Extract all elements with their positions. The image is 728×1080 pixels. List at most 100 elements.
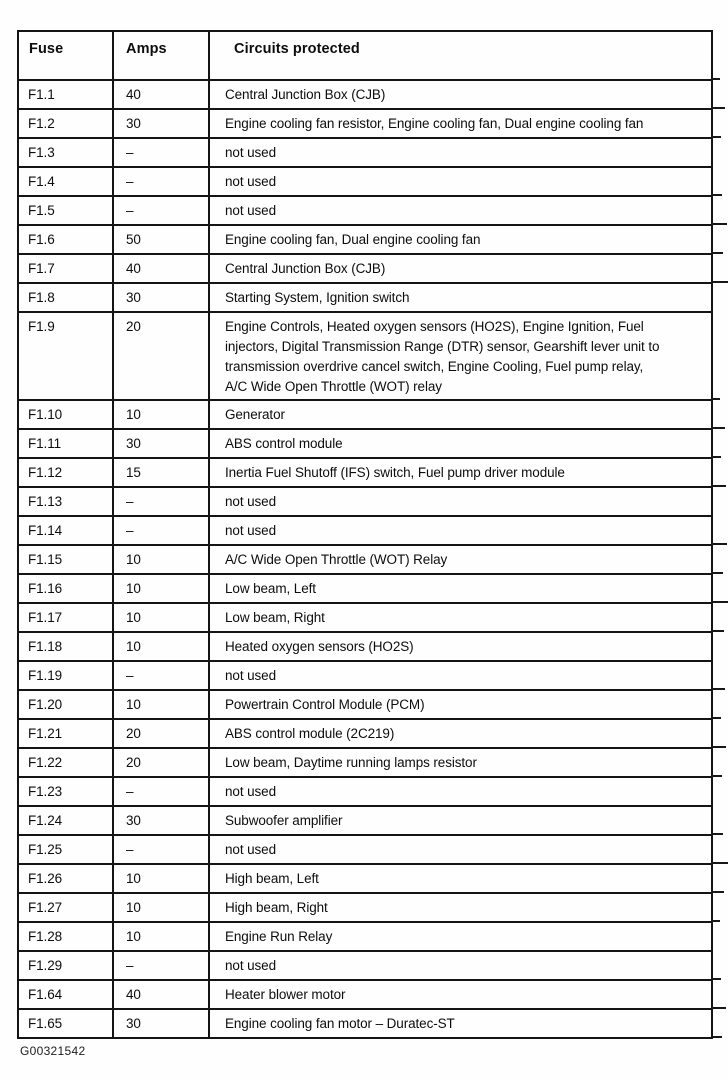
amps-cell: 40 [112, 79, 210, 110]
table-row: F1.20 10 Powertrain Control Module (PCM) [17, 689, 713, 720]
circuit-cell: Low beam, Right [208, 602, 713, 633]
amps-cell: – [112, 776, 210, 807]
table-row: F1.6 50 Engine cooling fan, Dual engine … [17, 224, 713, 255]
circuit-cell: not used [208, 834, 713, 865]
table-row: F1.28 10 Engine Run Relay [17, 921, 713, 952]
amps-cell: 10 [112, 689, 210, 720]
fuse-id-cell: F1.9 [17, 311, 114, 401]
amps-cell: 30 [112, 428, 210, 459]
amps-cell: 10 [112, 399, 210, 430]
table-row: F1.19 – not used [17, 660, 713, 691]
circuit-cell: not used [208, 166, 713, 197]
table-row: F1.16 10 Low beam, Left [17, 573, 713, 604]
header-amps: Amps [112, 30, 210, 81]
circuit-cell: Generator [208, 399, 713, 430]
fuse-id-cell: F1.12 [17, 457, 114, 488]
fuse-id-cell: F1.23 [17, 776, 114, 807]
fuse-id-cell: F1.25 [17, 834, 114, 865]
circuit-cell: ABS control module (2C219) [208, 718, 713, 749]
circuit-cell: Central Junction Box (CJB) [208, 79, 713, 110]
amps-cell: 30 [112, 282, 210, 313]
scan-artifact [711, 746, 726, 748]
header-row: Fuse Amps Circuits protected [17, 30, 713, 81]
scan-artifact [711, 1007, 726, 1009]
amps-cell: 20 [112, 311, 210, 401]
header-circuits-protected: Circuits protected [208, 30, 713, 81]
figure-id: G00321542 [20, 1044, 86, 1058]
table-row: F1.65 30 Engine cooling fan motor – Dura… [17, 1008, 713, 1039]
header-fuse: Fuse [17, 30, 114, 81]
amps-cell: 30 [112, 1008, 210, 1039]
amps-cell: 10 [112, 892, 210, 923]
fuse-id-cell: F1.26 [17, 863, 114, 894]
table-row: F1.26 10 High beam, Left [17, 863, 713, 894]
circuit-cell: Engine Controls, Heated oxygen sensors (… [208, 311, 713, 401]
table-row: F1.23 – not used [17, 776, 713, 807]
amps-cell: 10 [112, 921, 210, 952]
scan-artifact [711, 862, 728, 864]
fuse-id-cell: F1.21 [17, 718, 114, 749]
circuit-cell: not used [208, 950, 713, 981]
fuse-id-cell: F1.10 [17, 399, 114, 430]
scan-artifact [711, 688, 725, 690]
amps-cell: – [112, 195, 210, 226]
scan-artifact [711, 281, 728, 283]
table-row: F1.4 – not used [17, 166, 713, 197]
table-row: F1.5 – not used [17, 195, 713, 226]
circuit-cell: Powertrain Control Module (PCM) [208, 689, 713, 720]
amps-cell: 40 [112, 253, 210, 284]
circuit-cell: Engine cooling fan, Dual engine cooling … [208, 224, 713, 255]
fuse-id-cell: F1.4 [17, 166, 114, 197]
table-row: F1.29 – not used [17, 950, 713, 981]
amps-cell: – [112, 137, 210, 168]
fuse-id-cell: F1.11 [17, 428, 114, 459]
circuit-cell: ABS control module [208, 428, 713, 459]
circuit-cell: Low beam, Left [208, 573, 713, 604]
fuse-table-header: Fuse Amps Circuits protected [17, 30, 713, 81]
table-row: F1.1 40 Central Junction Box (CJB) [17, 79, 713, 110]
fuse-id-cell: F1.29 [17, 950, 114, 981]
amps-cell: – [112, 834, 210, 865]
amps-cell: 10 [112, 863, 210, 894]
circuit-cell: High beam, Right [208, 892, 713, 923]
table-row: F1.24 30 Subwoofer amplifier [17, 805, 713, 836]
table-row: F1.9 20 Engine Controls, Heated oxygen s… [17, 311, 713, 401]
table-row: F1.17 10 Low beam, Right [17, 602, 713, 633]
fuse-table-body: F1.1 40 Central Junction Box (CJB) F1.2 … [17, 79, 713, 1039]
circuit-cell: Starting System, Ignition switch [208, 282, 713, 313]
circuit-cell: Heater blower motor [208, 979, 713, 1010]
table-row: F1.11 30 ABS control module [17, 428, 713, 459]
amps-cell: – [112, 660, 210, 691]
table-row: F1.21 20 ABS control module (2C219) [17, 718, 713, 749]
fuse-table: Fuse Amps Circuits protected F1.1 40 Cen… [17, 30, 713, 1039]
circuit-cell: Subwoofer amplifier [208, 805, 713, 836]
amps-cell: 20 [112, 718, 210, 749]
table-row: F1.15 10 A/C Wide Open Throttle (WOT) Re… [17, 544, 713, 575]
fuse-id-cell: F1.8 [17, 282, 114, 313]
circuit-cell: Engine cooling fan motor – Duratec-ST [208, 1008, 713, 1039]
amps-cell: 40 [112, 979, 210, 1010]
scan-artifact [711, 223, 727, 225]
table-row: F1.25 – not used [17, 834, 713, 865]
table-row: F1.10 10 Generator [17, 399, 713, 430]
table-row: F1.12 15 Inertia Fuel Shutoff (IFS) swit… [17, 457, 713, 488]
circuit-cell: Engine cooling fan resistor, Engine cool… [208, 108, 713, 139]
circuit-cell: A/C Wide Open Throttle (WOT) Relay [208, 544, 713, 575]
circuit-cell: Heated oxygen sensors (HO2S) [208, 631, 713, 662]
fuse-id-cell: F1.64 [17, 979, 114, 1010]
amps-cell: – [112, 166, 210, 197]
fuse-id-cell: F1.27 [17, 892, 114, 923]
circuit-cell: not used [208, 776, 713, 807]
fuse-id-cell: F1.17 [17, 602, 114, 633]
amps-cell: 10 [112, 602, 210, 633]
fuse-id-cell: F1.15 [17, 544, 114, 575]
amps-cell: 50 [112, 224, 210, 255]
circuit-cell: not used [208, 486, 713, 517]
fuse-id-cell: F1.18 [17, 631, 114, 662]
fuse-id-cell: F1.1 [17, 79, 114, 110]
fuse-id-cell: F1.2 [17, 108, 114, 139]
circuit-cell: High beam, Left [208, 863, 713, 894]
amps-cell: 10 [112, 573, 210, 604]
fuse-id-cell: F1.14 [17, 515, 114, 546]
